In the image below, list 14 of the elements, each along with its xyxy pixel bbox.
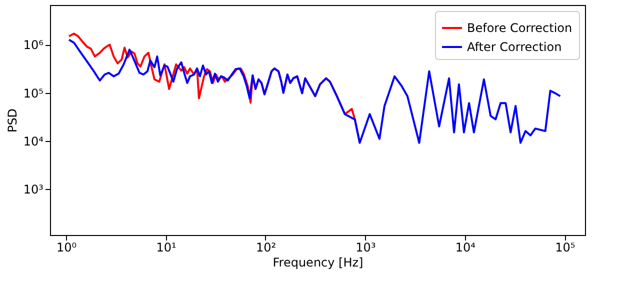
x-axis-title: Frequency [Hz] (272, 256, 364, 270)
y-tick-label: 10⁶ (23, 38, 44, 52)
x-tick-label: 10⁵ (555, 240, 576, 254)
x-tick-label: 10² (256, 240, 276, 254)
y-tick-label: 10³ (23, 182, 44, 196)
x-tick-label: 10⁰ (56, 240, 77, 254)
legend-label: Before Correction (467, 21, 572, 35)
x-tick-label: 10⁴ (455, 240, 476, 254)
x-tick-label: 10¹ (156, 240, 177, 254)
x-tick-label: 10³ (356, 240, 376, 254)
y-axis-title: PSD (5, 108, 20, 133)
legend-label: After Correction (467, 40, 562, 54)
y-tick-label: 10⁴ (23, 134, 44, 148)
y-tick-label: 10⁵ (23, 86, 44, 100)
